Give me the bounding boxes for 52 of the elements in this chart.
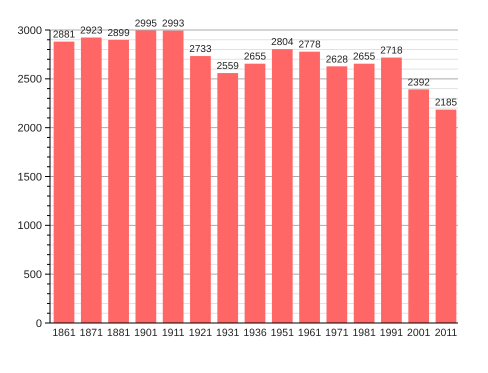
x-tick-label: 1961 bbox=[298, 327, 322, 339]
x-tick-label: 1981 bbox=[352, 327, 376, 339]
bar bbox=[408, 89, 430, 323]
y-tick-label: 1500 bbox=[18, 171, 42, 184]
bar bbox=[162, 30, 184, 323]
x-tick-label: 1871 bbox=[80, 327, 104, 339]
x-tick-label: 1931 bbox=[216, 327, 240, 339]
data-label: 2995 bbox=[134, 18, 158, 30]
bar bbox=[381, 58, 402, 323]
bar bbox=[135, 30, 156, 323]
x-tick-label: 1861 bbox=[52, 327, 76, 339]
x-tick-label: 1921 bbox=[188, 327, 212, 339]
data-label: 2655 bbox=[353, 52, 376, 63]
data-label: 2804 bbox=[271, 37, 294, 48]
bar bbox=[299, 52, 320, 323]
x-tick-label: 1901 bbox=[134, 327, 158, 339]
bar bbox=[190, 56, 211, 323]
x-tick-label: 2001 bbox=[407, 327, 431, 339]
bar bbox=[108, 40, 129, 323]
data-label: 2923 bbox=[80, 26, 103, 37]
y-tick-label: 0 bbox=[36, 318, 42, 330]
bar bbox=[436, 110, 456, 323]
x-tick-label: 1971 bbox=[325, 327, 349, 339]
bar bbox=[80, 38, 102, 323]
bar bbox=[354, 64, 375, 323]
y-tick-label: 2500 bbox=[18, 74, 42, 86]
data-label: 2392 bbox=[408, 77, 430, 88]
x-tick-label: 1936 bbox=[243, 327, 267, 339]
data-label: 2655 bbox=[244, 52, 267, 63]
y-tick-label: 2000 bbox=[18, 122, 42, 135]
data-label: 2185 bbox=[434, 98, 458, 109]
bar bbox=[244, 64, 266, 323]
data-label: 2559 bbox=[216, 61, 240, 72]
y-tick-label: 500 bbox=[24, 269, 42, 282]
y-tick-label: 1000 bbox=[18, 220, 42, 232]
data-label: 2881 bbox=[52, 30, 76, 41]
data-label: 2778 bbox=[298, 40, 322, 51]
data-label: 2899 bbox=[107, 28, 130, 39]
data-label: 2718 bbox=[380, 46, 403, 57]
bar bbox=[54, 42, 74, 323]
x-tick-label: 2011 bbox=[434, 327, 458, 339]
x-tick-label: 1881 bbox=[106, 327, 130, 339]
x-tick-label: 1991 bbox=[380, 327, 404, 339]
data-label: 2993 bbox=[162, 18, 185, 30]
bar bbox=[272, 49, 293, 323]
data-label: 2733 bbox=[189, 44, 212, 56]
x-tick-label: 1951 bbox=[270, 327, 294, 339]
bar bbox=[217, 73, 238, 323]
x-tick-label: 1911 bbox=[162, 327, 185, 339]
y-tick-label: 3000 bbox=[18, 24, 42, 37]
bar bbox=[326, 66, 348, 323]
data-label: 2628 bbox=[326, 54, 348, 66]
